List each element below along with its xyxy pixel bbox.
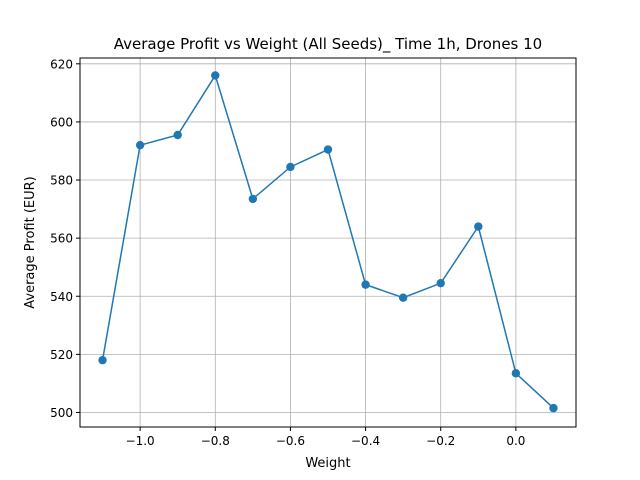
grid bbox=[80, 58, 576, 427]
series-layer bbox=[98, 71, 558, 413]
x-tick-label: −0.4 bbox=[351, 434, 380, 448]
plot-frame bbox=[79, 57, 577, 428]
x-tick-label: −0.2 bbox=[426, 434, 455, 448]
x-tick-label: 0.0 bbox=[506, 434, 525, 448]
x-tick-label: −0.6 bbox=[276, 434, 305, 448]
y-tick-label: 580 bbox=[50, 174, 73, 188]
data-point bbox=[98, 355, 107, 365]
x-tick-label: −0.8 bbox=[201, 434, 230, 448]
chart-title: Average Profit vs Weight (All Seeds)_ Ti… bbox=[114, 35, 542, 54]
y-tick-label: 520 bbox=[50, 348, 73, 362]
y-tick-label: 620 bbox=[50, 57, 73, 71]
y-axis-label: Average Profit (EUR) bbox=[23, 176, 38, 308]
data-point bbox=[323, 145, 333, 154]
data-point bbox=[361, 280, 370, 289]
data-point bbox=[436, 278, 445, 288]
y-tick-label: 500 bbox=[50, 406, 73, 420]
y-tick-label: 540 bbox=[50, 290, 73, 304]
y-tick-label: 600 bbox=[50, 115, 73, 129]
x-axis-label: Weight bbox=[305, 456, 350, 471]
data-point bbox=[549, 403, 558, 413]
data-point bbox=[474, 222, 483, 231]
data-point bbox=[248, 194, 258, 204]
data-point bbox=[135, 140, 145, 150]
data-point bbox=[211, 71, 220, 80]
data-point bbox=[511, 369, 521, 378]
y-tick-label: 560 bbox=[50, 232, 73, 246]
data-point bbox=[173, 130, 182, 140]
data-point bbox=[398, 293, 408, 302]
x-tick-label: −1.0 bbox=[126, 434, 155, 448]
data-point bbox=[286, 162, 295, 172]
x-axis-ticks: −1.0 −0.8 −0.6 −0.4 −0.2 0.0 bbox=[126, 427, 525, 448]
y-axis-ticks: 500 520 540 560 580 600 620 bbox=[50, 57, 80, 420]
